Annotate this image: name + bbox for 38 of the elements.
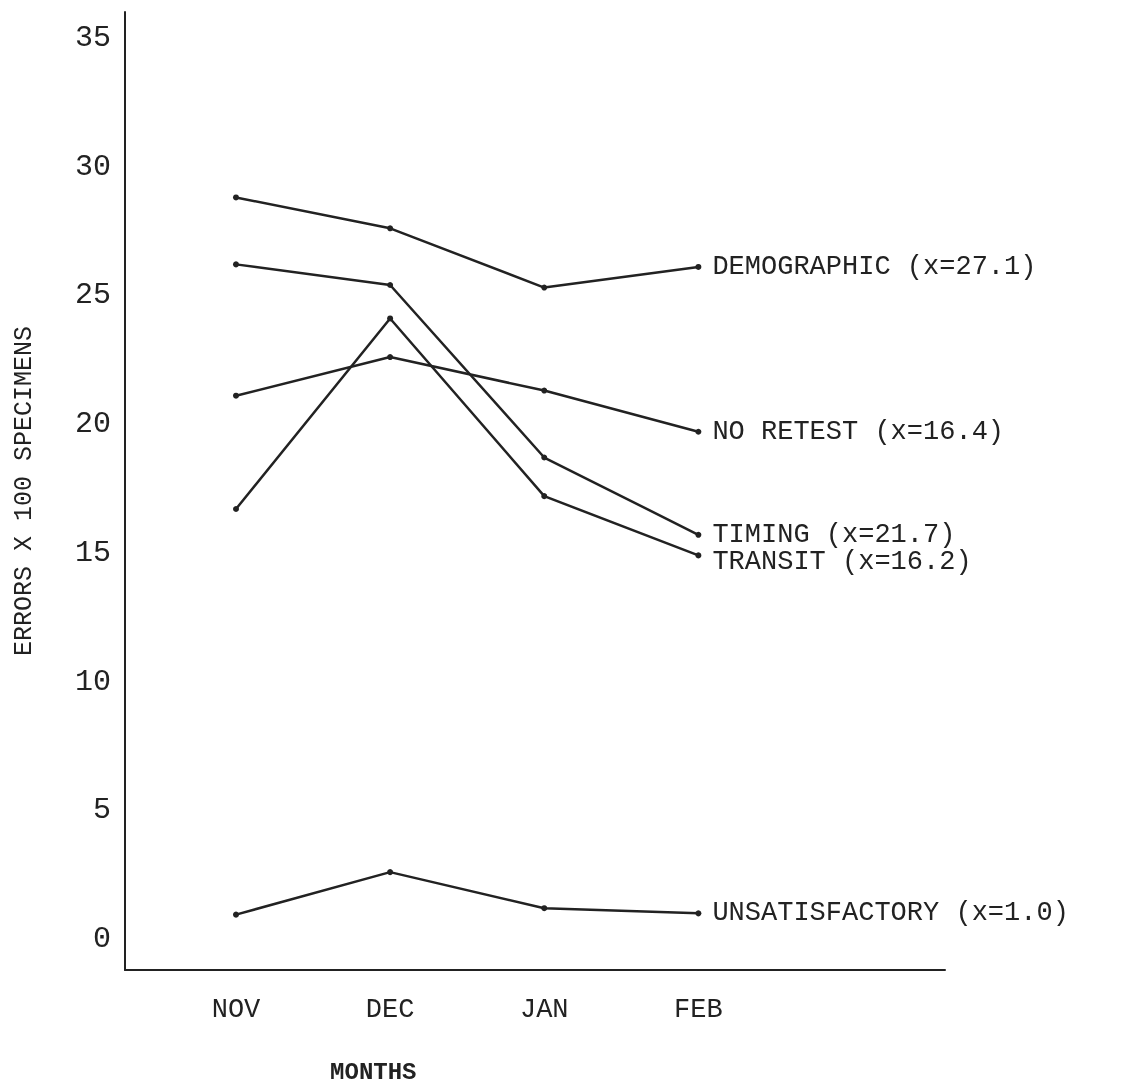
point	[541, 493, 548, 500]
point	[541, 387, 548, 394]
x-tick-label: DEC	[365, 994, 415, 1025]
series-label: DEMOGRAPHIC (x=27.1)	[712, 251, 1037, 282]
point	[541, 454, 548, 461]
y-tick-label: 25	[74, 278, 111, 313]
y-tick-label: 20	[74, 407, 111, 442]
y-tick-label: 0	[92, 922, 111, 957]
x-axis-title: MONTHS	[330, 1058, 417, 1086]
point	[695, 263, 702, 270]
y-tick-label: 10	[74, 664, 111, 699]
point	[695, 552, 702, 559]
point	[695, 428, 702, 435]
y-axis-title: ERRORS X 100 SPECIMENS	[10, 325, 39, 657]
y-tick-label: 30	[74, 149, 111, 184]
point	[232, 194, 239, 201]
x-tick-label: NOV	[211, 994, 262, 1025]
point	[232, 911, 239, 918]
point	[695, 910, 702, 917]
point	[387, 281, 394, 288]
y-tick-label: 15	[74, 535, 111, 570]
series-label: UNSATISFACTORY (x=1.0)	[712, 898, 1069, 929]
point	[387, 869, 394, 876]
series-label: TIMING (x=21.7)	[712, 519, 956, 550]
y-tick-label: 5	[92, 793, 111, 828]
x-tick-label: FEB	[674, 994, 723, 1025]
point	[232, 261, 239, 268]
x-tick-label: JAN	[519, 994, 569, 1025]
point	[541, 905, 548, 912]
point	[387, 315, 394, 322]
point	[695, 531, 702, 538]
y-tick-label: 35	[74, 20, 111, 55]
point	[387, 225, 394, 232]
point	[541, 284, 548, 291]
point	[387, 354, 394, 361]
series-label: NO RETEST (x=16.4)	[712, 416, 1005, 447]
point	[232, 392, 239, 399]
point	[232, 506, 239, 513]
